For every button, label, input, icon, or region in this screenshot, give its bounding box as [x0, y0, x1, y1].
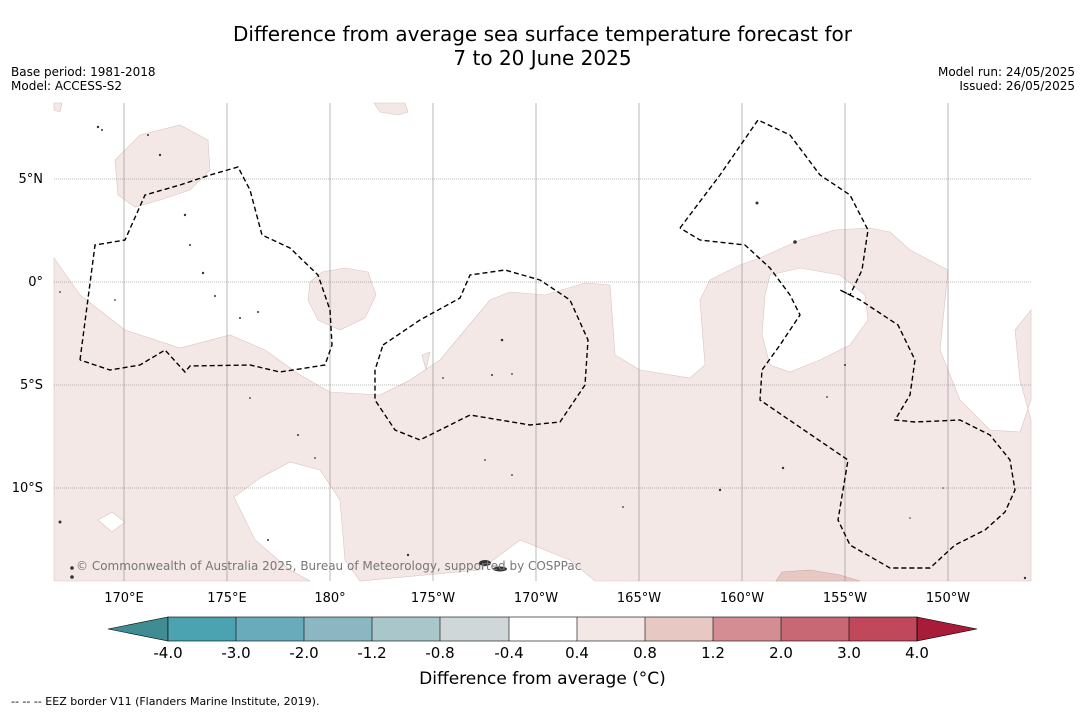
copyright-notice: © Commonwealth of Australia 2025, Bureau… — [76, 559, 581, 573]
issued-date: Issued: 26/05/2025 — [959, 79, 1075, 93]
colorbar-bin-3 — [304, 617, 372, 641]
colorbar-bin-9 — [713, 617, 781, 641]
lon-label-170w: 170°W — [514, 591, 558, 606]
eez-borders — [79, 119, 1016, 569]
colorbar-bin-5 — [440, 617, 509, 641]
lon-label-155w: 155°W — [823, 591, 867, 606]
colorbar: -4.0 -3.0 -2.0 -1.2 -0.8 -0.4 0.4 0.8 1.… — [107, 616, 978, 662]
eez-border-north-east — [679, 119, 1016, 569]
cbar-tick-3: -2.0 — [289, 644, 318, 662]
anomaly-patch-small — [421, 351, 431, 371]
lon-label-170e: 170°E — [104, 591, 144, 606]
model-run: Model run: 24/05/2025 — [937, 65, 1075, 79]
title-line-1: Difference from average sea surface temp… — [232, 22, 852, 46]
eez-border-center — [374, 269, 589, 441]
cbar-tick-8: 0.8 — [633, 644, 657, 662]
cbar-tick-6: -0.4 — [494, 644, 523, 662]
latitude-labels: 5°N 0° 5°S 10°S — [12, 172, 43, 496]
colorbar-bin-2 — [236, 617, 304, 641]
colorbar-bin-11 — [849, 617, 917, 641]
anomaly-patch-left-edge — [53, 102, 63, 113]
cbar-tick-1: -4.0 — [153, 644, 182, 662]
neutral-hole-small — [97, 511, 126, 533]
cbar-tick-10: 2.0 — [769, 644, 793, 662]
lon-label-165w: 165°W — [617, 591, 661, 606]
map-area: © Commonwealth of Australia 2025, Bureau… — [53, 102, 1032, 582]
colorbar-bin-1 — [168, 617, 236, 641]
cbar-tick-12: 4.0 — [905, 644, 929, 662]
title-line-2: 7 to 20 June 2025 — [453, 46, 632, 70]
colorbar-title: Difference from average (°C) — [419, 669, 666, 689]
colorbar-extend-high — [916, 616, 978, 642]
lon-label-175w: 175°W — [411, 591, 455, 606]
anomaly-patch-darker — [775, 569, 861, 582]
lon-label-175e: 175°E — [207, 591, 247, 606]
cbar-tick-2: -3.0 — [221, 644, 250, 662]
cbar-tick-4: -1.2 — [357, 644, 386, 662]
lat-label-5s: 5°S — [20, 378, 43, 393]
cbar-tick-7: 0.4 — [565, 644, 589, 662]
meridians — [123, 103, 949, 581]
gridlines — [54, 178, 1031, 489]
chart-title: Difference from average sea surface temp… — [0, 22, 1085, 70]
lon-label-160w: 160°W — [720, 591, 764, 606]
model-name: Model: ACCESS-S2 — [11, 79, 123, 93]
lat-label-0: 0° — [28, 275, 43, 290]
cbar-tick-5: -0.8 — [425, 644, 454, 662]
colorbar-bin-7 — [577, 617, 645, 641]
anomaly-patch-north-center — [307, 267, 377, 331]
anomaly-patch-top — [373, 102, 409, 116]
cbar-tick-9: 1.2 — [701, 644, 725, 662]
lat-label-5n: 5°N — [19, 172, 44, 187]
meta-right: Model run: 24/05/2025 Issued: 26/05/2025 — [938, 65, 1075, 93]
longitude-labels: 170°E 175°E 180° 175°W 170°W 165°W 160°W… — [104, 591, 970, 606]
anomaly-patch-north-west — [114, 124, 211, 208]
lat-label-10s: 10°S — [12, 481, 43, 496]
colorbar-bin-4 — [372, 617, 440, 641]
lon-label-150w: 150°W — [926, 591, 970, 606]
cbar-tick-11: 3.0 — [837, 644, 861, 662]
colorbar-bin-10 — [781, 617, 849, 641]
eez-legend-note: -- -- -- EEZ border V11 (Flanders Marine… — [11, 695, 320, 708]
colorbar-tick-labels: -4.0 -3.0 -2.0 -1.2 -0.8 -0.4 0.4 0.8 1.… — [153, 644, 929, 662]
colorbar-bin-8 — [645, 617, 713, 641]
colorbar-bin-6 — [509, 617, 577, 641]
lon-label-180: 180° — [314, 591, 345, 606]
base-period: Base period: 1981-2018 — [11, 65, 156, 79]
colorbar-extend-low — [107, 616, 169, 642]
islands — [58, 125, 1027, 580]
meta-left: Base period: 1981-2018 Model: ACCESS-S2 — [11, 65, 156, 93]
